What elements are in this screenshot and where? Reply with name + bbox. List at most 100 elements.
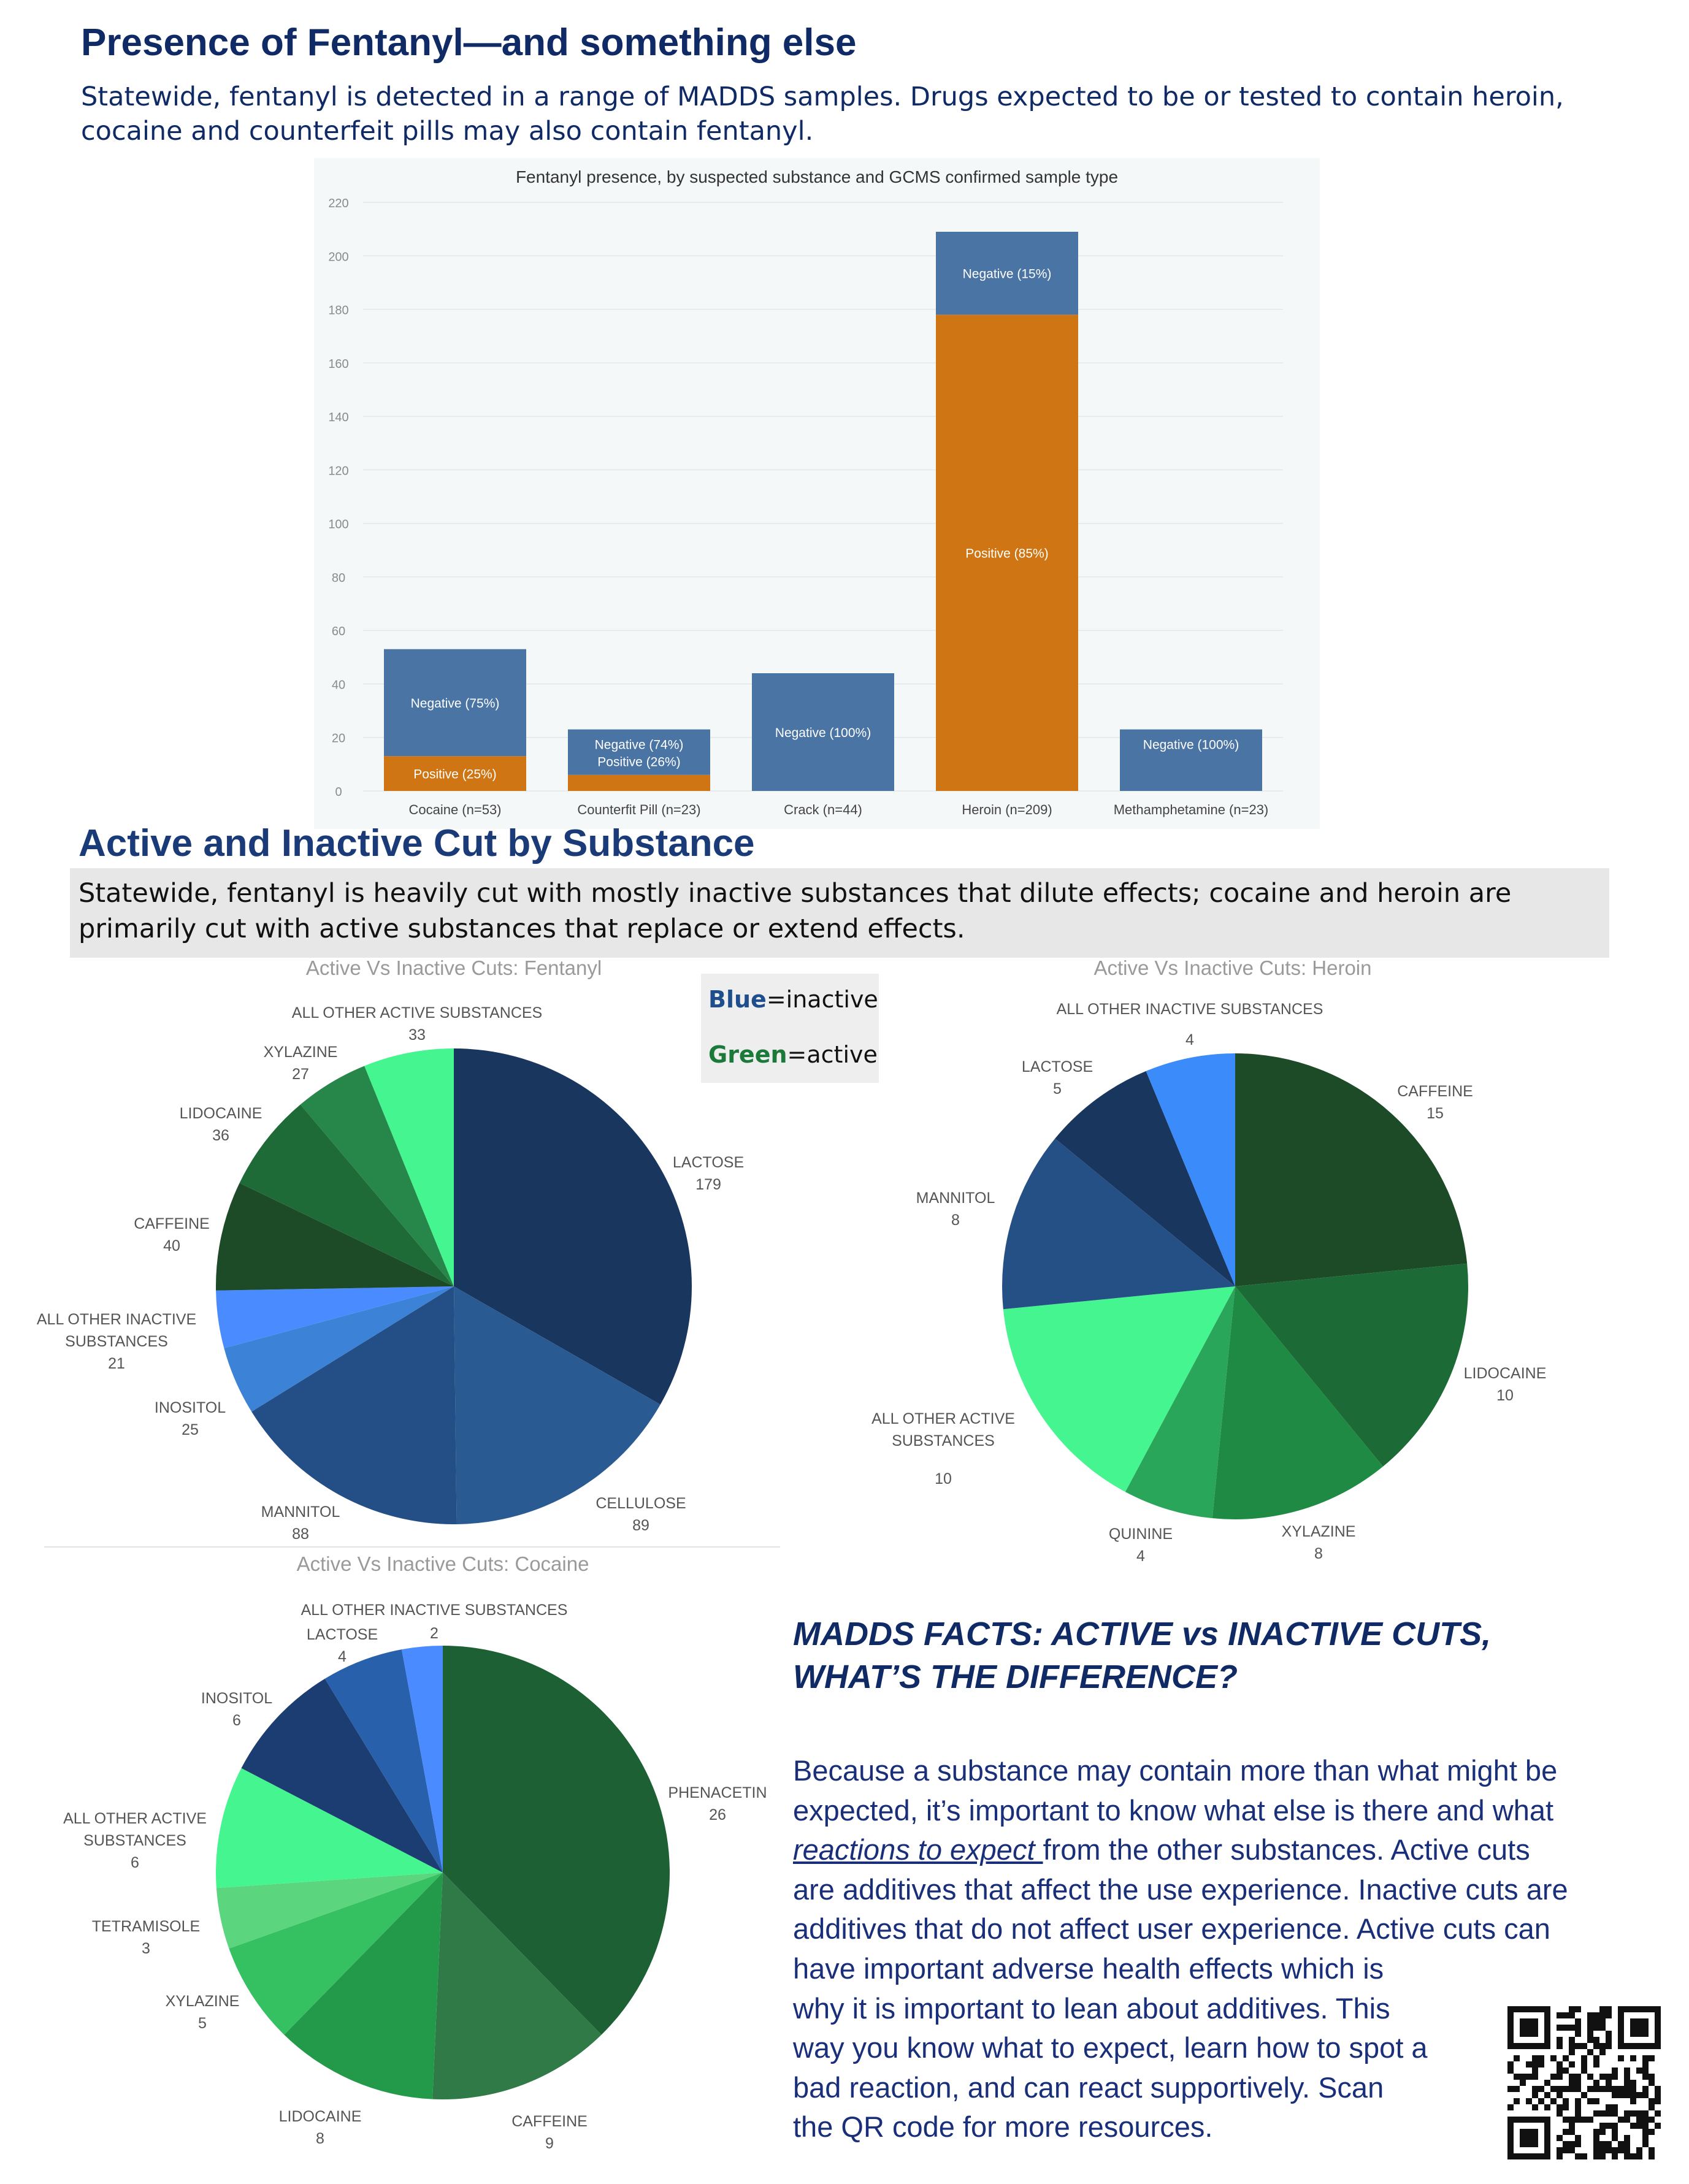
y-tick-label: 40 (332, 678, 345, 692)
pie-slice-label: LACTOSE (1022, 1058, 1093, 1075)
pie-slice-label: ALL OTHER INACTIVE SUBSTANCES (1057, 1001, 1323, 1018)
pie-slice-value: 8 (951, 1212, 960, 1229)
pie-slice-label: QUININE (1109, 1525, 1173, 1543)
pie-slice (1235, 1263, 1468, 1467)
page-title: Presence of Fentanyl—and something else (81, 21, 857, 64)
pie-slice-label: LIDOCAINE (180, 1105, 262, 1122)
legend-inactive: Blue=inactive (708, 986, 878, 1013)
facts-line-2: expected, it’s important to know what el… (793, 1793, 1554, 1827)
section-intro-text: Statewide, fentanyl is heavily cut with … (79, 878, 1512, 944)
pie-slice-label: XYLAZINE (166, 1993, 240, 2010)
pie-slice-label: ALL OTHER INACTIVE SUBSTANCES (301, 1602, 568, 1619)
pie-slice-value: 4 (1185, 1031, 1194, 1048)
facts-title-line-1: MADDS FACTS: ACTIVE vs INACTIVE CUTS, (793, 1616, 1492, 1652)
pie-slice (224, 1286, 454, 1412)
pie-slice-value: 40 (163, 1237, 180, 1254)
pie-slice-label: MANNITOL (261, 1503, 340, 1521)
legend-green-rest: =active (787, 1041, 878, 1068)
pie-slice-value: 26 (709, 1806, 726, 1823)
x-category-label: Heroin (n=209) (962, 802, 1052, 817)
section-intro-band (70, 868, 1609, 958)
pie-slice-label: CAFFEINE (134, 1215, 210, 1232)
bar-positive (936, 315, 1078, 791)
legend-green-word: Green (708, 1041, 787, 1068)
pie-slice (300, 1066, 454, 1286)
pie-slice-value: 15 (1427, 1105, 1444, 1122)
pie-slice-label: INOSITOL (155, 1399, 226, 1416)
pie-slice-label: ALL OTHER ACTIVE (871, 1410, 1015, 1427)
pie-slice-label: LIDOCAINE (279, 2108, 362, 2125)
bar-positive (568, 774, 710, 791)
pie-fentanyl: Active Vs Inactive Cuts: Fentanyl LACTOS… (37, 956, 744, 1543)
pie-slice-label: LACTOSE (307, 1626, 378, 1643)
pie-slice-label: CAFFEINE (511, 2113, 588, 2130)
pie-slice (401, 1646, 443, 1873)
pie-cocaine: Active Vs Inactive Cuts: Cocaine PHENACE… (63, 1552, 767, 2152)
pie-slice-label: SUBSTANCES (65, 1333, 168, 1350)
x-category-label: Methamphetamine (n=23) (1114, 802, 1269, 817)
facts-line-4: are additives that affect the use experi… (793, 1873, 1568, 1906)
pie-slice (1212, 1286, 1384, 1519)
y-tick-label: 160 (328, 357, 348, 371)
pie-slice (324, 1649, 443, 1873)
pie-slice-value: 9 (545, 2135, 554, 2152)
bar-label-negative: Negative (74%) (595, 738, 684, 752)
pie-slice-label: LIDOCAINE (1464, 1365, 1547, 1382)
pie-slice-label: LACTOSE (673, 1154, 744, 1171)
pie-slice-value: 6 (232, 1712, 241, 1729)
pie-slice (251, 1286, 457, 1524)
qr-code-icon[interactable] (1507, 2006, 1661, 2159)
pie-slice-value: 21 (108, 1355, 125, 1372)
pie-slice-label: XYLAZINE (1282, 1523, 1356, 1540)
fentanyl-presence-bar-chart: Fentanyl presence, by suspected substanc… (314, 158, 1320, 829)
y-tick-label: 0 (335, 785, 342, 799)
pie-slice-value: 5 (198, 2015, 207, 2032)
pie-slice-value: 27 (292, 1066, 309, 1083)
pie-slice-value: 6 (131, 1854, 139, 1871)
pie-slice (1235, 1053, 1468, 1286)
y-tick-label: 200 (328, 250, 348, 264)
pie-slice-value: 89 (632, 1517, 649, 1534)
bar-negative (568, 729, 710, 775)
pie-slice (1002, 1138, 1235, 1310)
legend-blue-rest: =inactive (766, 986, 878, 1013)
y-tick-label: 20 (332, 732, 345, 746)
x-category-label: Counterfit Pill (n=23) (577, 802, 700, 817)
bar-label-negative: Negative (15%) (963, 267, 1052, 281)
color-legend: Blue=inactive Green=active (701, 974, 879, 1083)
pie-slice-label: MANNITOL (916, 1189, 995, 1207)
x-category-label: Cocaine (n=53) (408, 802, 501, 817)
pie-slice (364, 1048, 454, 1286)
pie-slice (1003, 1286, 1235, 1492)
pie-slice-label: SUBSTANCES (83, 1832, 186, 1849)
facts-line-8: way you know what to expect, learn how t… (793, 2031, 1428, 2064)
y-tick-label: 120 (328, 464, 348, 478)
pie-slice-label: ALL OTHER INACTIVE (37, 1311, 196, 1328)
pie-slice (1146, 1053, 1235, 1286)
pie-slice-label: PHENACETIN (668, 1784, 767, 1801)
pie-slice-value: 8 (316, 2130, 324, 2147)
pie-slice (239, 1104, 454, 1286)
pie-title-cocaine: Active Vs Inactive Cuts: Cocaine (297, 1552, 589, 1575)
bar-negative (1120, 729, 1262, 791)
bar-negative (752, 673, 894, 791)
pie-slice (284, 1873, 443, 2099)
y-tick-label: 220 (328, 197, 348, 210)
facts-line-1: Because a substance may contain more tha… (793, 1754, 1558, 1787)
pie-slice (241, 1678, 443, 1873)
y-tick-label: 80 (332, 571, 345, 585)
reactions-link[interactable]: reactions to expect (793, 1833, 1043, 1866)
pie-slice-value: 8 (1314, 1545, 1323, 1562)
facts-line-10: the QR code for more resources. (793, 2110, 1213, 2144)
pie-slice-value: 10 (1496, 1387, 1514, 1404)
bar-label-positive: Positive (85%) (965, 547, 1048, 561)
facts-line-7: why it is important to lean about additi… (793, 1991, 1390, 2025)
facts-body: Because a substance may contain more tha… (793, 1751, 1627, 2147)
facts-title-line-2: WHAT’S THE DIFFERENCE? (793, 1659, 1238, 1695)
facts-line-6: have important adverse health effects wh… (793, 1952, 1384, 1985)
y-tick-label: 140 (328, 411, 348, 424)
pie-slice (216, 1286, 454, 1348)
pie-slice-label: TETRAMISOLE (92, 1918, 200, 1935)
pie-slice-value: 2 (430, 1625, 439, 1642)
pie-slice-value: 5 (1053, 1080, 1062, 1098)
